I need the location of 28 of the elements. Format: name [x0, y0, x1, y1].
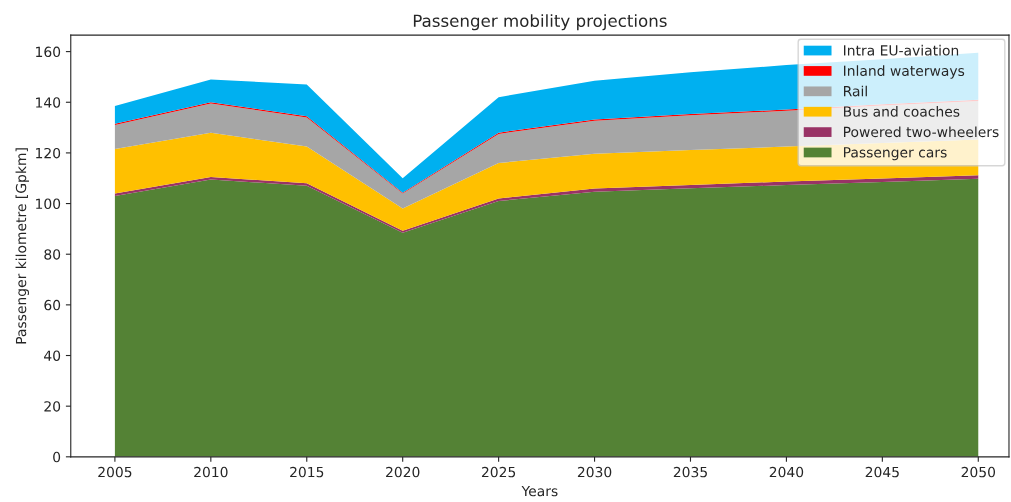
y-tick-label: 80	[44, 249, 61, 260]
x-tick-label: 2010	[194, 466, 228, 478]
y-tick-label: 20	[44, 401, 61, 412]
x-tick-label: 2035	[673, 466, 707, 478]
y-tick-label: 140	[36, 97, 61, 108]
y-tick-label: 120	[36, 147, 61, 159]
legend-label: Powered two-wheelers	[844, 126, 999, 138]
x-tick-label: 2025	[481, 466, 516, 478]
y-axis-title: Passenger kilometre [Gpkm]	[15, 148, 29, 344]
x-tick-label: 2020	[386, 466, 420, 478]
legend-label: Passenger cars	[844, 147, 947, 161]
chart-title: Passenger mobility projections	[413, 14, 667, 31]
y-tick-label: 0	[53, 451, 61, 463]
x-tick-label: 2040	[769, 466, 804, 478]
x-tick-label: 2050	[961, 466, 996, 478]
x-axis-title: Years	[521, 485, 558, 497]
legend-label: Inland waterways	[844, 65, 965, 79]
y-tick-label: 160	[36, 46, 61, 58]
x-tick-label: 2030	[577, 466, 612, 478]
y-tick-label: 100	[36, 198, 61, 210]
x-tick-label: 2015	[290, 466, 324, 478]
legend-label: Intra EU-aviation	[844, 44, 959, 56]
legend-label: Rail	[844, 85, 867, 97]
legend-label: Bus and coaches	[844, 106, 960, 117]
x-tick-label: 2045	[865, 466, 899, 478]
x-tick-label: 2005	[98, 466, 132, 478]
y-tick-label: 40	[44, 350, 61, 361]
y-tick-label: 60	[44, 299, 61, 311]
